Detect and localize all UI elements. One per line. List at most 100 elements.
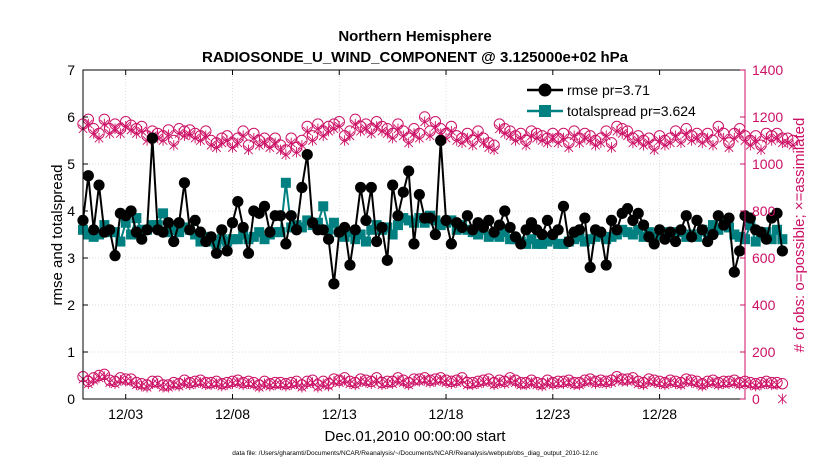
rmse-point — [285, 210, 297, 222]
obs-assimilated-marker — [436, 374, 446, 386]
obs-assimilated-marker — [308, 377, 318, 388]
obs-assimilated-marker — [356, 376, 366, 387]
obs-assimilated-marker — [772, 379, 782, 391]
obs-assimilated-marker — [382, 128, 392, 139]
rmse-point — [328, 278, 340, 290]
rmse-point — [712, 210, 724, 222]
obs-assimilated-marker — [703, 378, 713, 389]
obs-assimilated-marker — [420, 116, 430, 127]
totalspread-point — [318, 201, 329, 212]
obs-assimilated-marker — [729, 377, 739, 388]
obs-assimilated-marker — [462, 132, 472, 144]
rmse-point — [317, 224, 329, 236]
totalspread-point — [435, 220, 446, 231]
axis-ticks: 0 1 2 3 4 5 6 7 0 200 400 600 800 1000 1200 1400 12/03 12… — [67, 62, 783, 422]
x-axis-label: Dec.01,2010 00:00:00 start — [325, 428, 507, 445]
totalspread-point — [94, 229, 105, 240]
rmse-point — [264, 226, 276, 238]
obs-assimilated-marker — [126, 376, 136, 387]
totalspread-point — [398, 213, 409, 224]
totalspread-point — [355, 229, 366, 240]
totalspread-point — [392, 220, 403, 231]
obs-assimilated-marker — [671, 130, 681, 142]
rmse-point — [536, 228, 548, 241]
totalspread-point — [633, 224, 644, 235]
rmse-point — [680, 210, 692, 222]
totalspread-point — [601, 234, 612, 245]
x-tick-label: 12/23 — [535, 406, 570, 422]
x-tick-label: 12/18 — [429, 406, 464, 422]
obs-assimilated-marker — [350, 379, 360, 391]
obs-assimilated-marker — [169, 139, 179, 151]
obs-assimilated-marker — [542, 137, 552, 149]
obs-assimilated-marker — [558, 378, 569, 389]
obs-assimilated-marker — [318, 130, 328, 142]
obs-assimilated-marker — [372, 374, 382, 386]
rmse-point — [686, 231, 698, 243]
legend-label-totalspread: totalspread pr=3.624 — [567, 103, 696, 119]
x-tick-label: 12/03 — [108, 406, 143, 422]
obs-assimilated-marker — [286, 379, 296, 391]
totalspread-point — [531, 238, 542, 249]
obs-assimilated-marker — [633, 378, 643, 389]
obs-assimilated-marker — [89, 374, 99, 386]
obs-assimilated-marker — [617, 128, 627, 139]
totalspread-point — [713, 224, 724, 235]
obs-assimilated-marker — [89, 128, 99, 139]
obs-assimilated-marker — [521, 139, 531, 151]
obs-assimilated-marker — [334, 377, 344, 388]
x-tick-label: 12/13 — [322, 406, 357, 422]
rmse-point — [728, 266, 740, 278]
obs-assimilated-marker — [105, 128, 115, 139]
rmse-point — [258, 200, 271, 212]
obs-assimilated-marker — [585, 135, 595, 146]
obs-assimilated-marker — [590, 378, 601, 389]
obs-assimilated-marker — [607, 377, 617, 388]
rmse-point — [696, 224, 708, 236]
obs-assimilated-marker — [115, 128, 125, 139]
obs-assimilated-marker — [308, 135, 318, 146]
obs-assimilated-marker — [708, 139, 718, 151]
totalspread-point — [168, 224, 179, 235]
totalspread-point — [360, 236, 371, 247]
obs-assimilated-marker — [94, 372, 104, 384]
rmse-point — [349, 224, 361, 236]
totalspread-point — [275, 227, 286, 238]
obs-assimilated-marker — [265, 142, 275, 153]
totalspread-point — [702, 227, 713, 238]
obs-assimilated-marker — [372, 121, 382, 132]
obs-assimilated-marker — [505, 374, 515, 386]
totalspread-point — [526, 234, 537, 245]
y-right-tick-label: 1200 — [752, 109, 783, 125]
obs-assimilated-marker — [163, 382, 173, 393]
obs-assimilated-marker — [596, 377, 606, 388]
rmse-point — [413, 188, 425, 201]
obs-assimilated-marker — [521, 379, 531, 391]
obs-assimilated-marker — [601, 130, 611, 142]
obs-assimilated-marker — [735, 379, 745, 391]
chart-subtitle: RADIOSONDE_U_WIND_COMPONENT @ 3.125000e+… — [202, 49, 629, 66]
x-tick-label: 12/08 — [215, 406, 250, 422]
obs-assimilated-marker — [713, 125, 723, 137]
obs-assimilated-marker — [655, 135, 665, 146]
totalspread-point — [328, 217, 339, 228]
obs-assimilated-marker — [484, 142, 494, 153]
obs-assimilated-marker — [751, 380, 761, 392]
chart-title: Northern Hemisphere — [338, 28, 491, 45]
obs-assimilated-marker — [292, 147, 302, 158]
obs-assimilated-marker — [500, 128, 510, 139]
obs-assimilated-marker — [105, 377, 115, 388]
obs-assimilated-marker — [414, 376, 424, 387]
totalspread-point — [110, 227, 121, 238]
totalspread-point — [483, 231, 494, 242]
rmse-point — [226, 217, 239, 229]
rmse-point — [605, 214, 618, 226]
obs-assimilated-marker — [452, 135, 462, 146]
obs-assimilated-marker — [735, 128, 745, 139]
obs-assimilated-marker — [361, 123, 371, 134]
obs-assimilated-marker — [377, 379, 387, 391]
rmse-point — [675, 224, 687, 236]
totalspread-point — [403, 215, 414, 226]
obs-assimilated-marker — [318, 378, 328, 389]
y-axis-right-label: # of obs: o=possible; ×=assimilated — [791, 118, 808, 353]
